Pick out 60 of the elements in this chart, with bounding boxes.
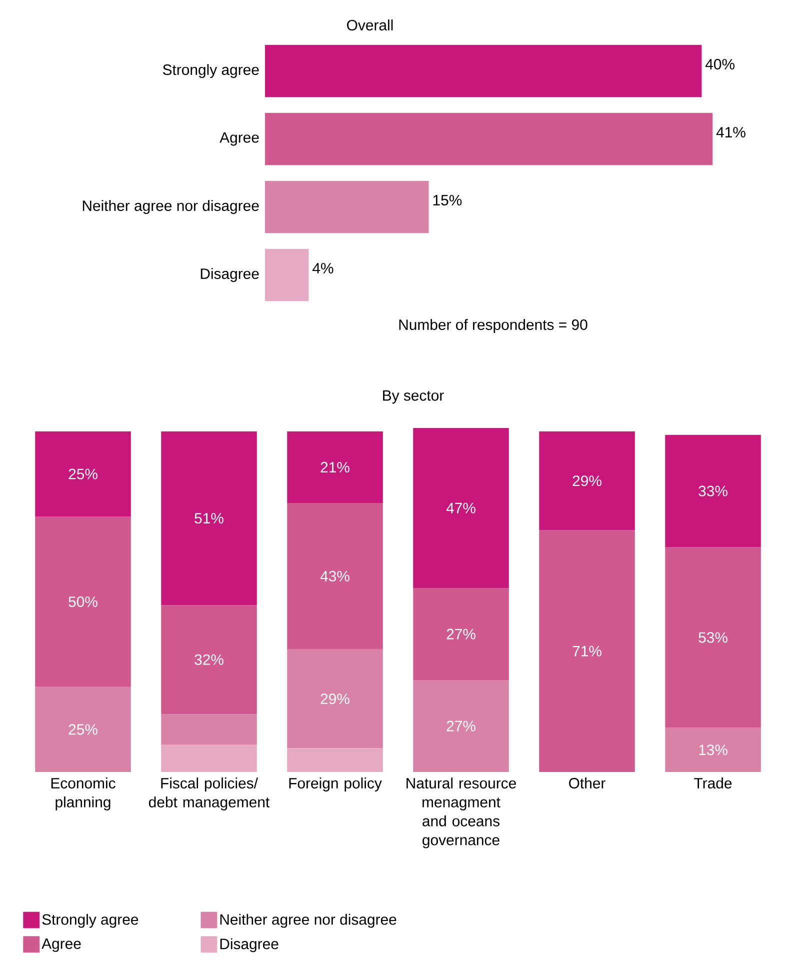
data-label: 27% bbox=[446, 720, 476, 732]
bar bbox=[35, 686, 131, 772]
data-label: 15% bbox=[433, 194, 462, 206]
chart-title: Overall bbox=[347, 20, 393, 30]
bar bbox=[539, 530, 635, 772]
data-label: 13% bbox=[699, 744, 728, 756]
y-tick-label: Neither agree nor disagree bbox=[82, 200, 259, 214]
chart-title: By sector bbox=[383, 390, 444, 404]
x-tick-label: Natural resource menagment and oceans governance bbox=[406, 778, 516, 848]
bar bbox=[287, 748, 383, 772]
bar bbox=[161, 744, 257, 772]
data-label: 50% bbox=[68, 596, 98, 607]
x-tick-label: Foreign policy bbox=[289, 778, 382, 792]
bar bbox=[413, 680, 509, 772]
legend-label: Neither agree nor disagree bbox=[220, 914, 396, 928]
x-tick-label: Trade bbox=[694, 778, 732, 789]
bar bbox=[413, 428, 509, 588]
x-tick-label: Fiscal policies/ debt management bbox=[148, 778, 270, 810]
data-label: 51% bbox=[194, 513, 224, 524]
y-tick-label: Agree bbox=[220, 132, 259, 146]
data-label: 29% bbox=[572, 476, 602, 486]
bar bbox=[265, 248, 309, 302]
bar bbox=[413, 588, 509, 680]
data-label: 25% bbox=[68, 724, 98, 735]
bar bbox=[665, 434, 761, 548]
data-label: 33% bbox=[698, 486, 728, 496]
data-label: 21% bbox=[320, 462, 350, 472]
data-label: 4% bbox=[312, 262, 334, 274]
data-label: 71% bbox=[572, 646, 602, 656]
data-label: 47% bbox=[446, 502, 476, 514]
bar bbox=[35, 516, 131, 687]
y-tick-label: Strongly agree bbox=[162, 64, 259, 78]
data-label: 29% bbox=[320, 693, 350, 704]
data-label: 32% bbox=[194, 654, 224, 665]
legend-label: Disagree bbox=[220, 938, 278, 952]
data-label: 27% bbox=[446, 628, 476, 640]
legend-label: Strongly agree bbox=[42, 914, 138, 928]
data-label: 43% bbox=[320, 570, 350, 582]
legend-label: Agree bbox=[42, 938, 81, 952]
bar bbox=[161, 431, 257, 606]
bar bbox=[265, 44, 702, 98]
bar bbox=[665, 728, 761, 772]
bar bbox=[161, 605, 257, 714]
y-tick-label: Disagree bbox=[200, 268, 259, 282]
bar bbox=[287, 502, 383, 650]
bar bbox=[35, 431, 131, 517]
bar bbox=[287, 649, 383, 748]
bar bbox=[265, 180, 429, 234]
bar bbox=[665, 547, 761, 728]
data-label: 25% bbox=[68, 468, 98, 480]
bar bbox=[265, 112, 713, 166]
x-tick-label: Economic planning bbox=[51, 778, 116, 810]
data-label: 53% bbox=[698, 632, 728, 643]
text: Number of respondents = 90 bbox=[399, 319, 588, 333]
bar bbox=[539, 431, 635, 530]
bar bbox=[287, 431, 383, 503]
x-tick-label: Other bbox=[569, 778, 606, 789]
bar bbox=[161, 714, 257, 745]
data-label: 40% bbox=[705, 58, 734, 70]
data-label: 41% bbox=[716, 126, 746, 138]
